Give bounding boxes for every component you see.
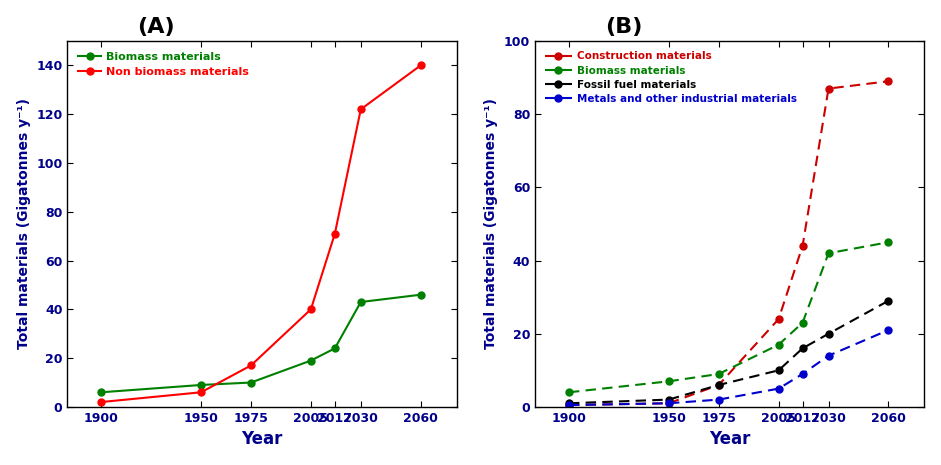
Line: Biomass materials: Biomass materials [566,239,892,396]
Line: Fossil fuel materials: Fossil fuel materials [566,297,892,407]
Biomass materials [797,320,808,325]
Metals and other industrial materials [663,400,675,406]
Metals and other industrial materials [773,386,784,392]
Metals and other industrial materials [883,327,894,333]
Biomass materials [355,299,366,305]
Y-axis label: Total materials (Gigatonnes y⁻¹): Total materials (Gigatonnes y⁻¹) [485,99,499,350]
Biomass materials [196,382,207,388]
Biomass materials [246,380,257,385]
Biomass materials [773,342,784,347]
Construction materials [663,400,675,406]
Non biomass materials [355,106,366,112]
Biomass materials [663,379,675,384]
Fossil fuel materials [564,400,575,406]
Y-axis label: Total materials (Gigatonnes y⁻¹): Total materials (Gigatonnes y⁻¹) [17,99,31,350]
Construction materials [564,402,575,408]
Biomass materials [883,239,894,245]
Metals and other industrial materials [822,353,834,359]
Biomass materials [96,390,107,395]
Non biomass materials [415,63,426,68]
Non biomass materials [246,363,257,368]
Construction materials [773,316,784,322]
X-axis label: Year: Year [709,430,750,448]
Fossil fuel materials [663,397,675,402]
Non biomass materials [329,231,341,237]
Text: (A): (A) [137,17,175,37]
Fossil fuel materials [822,331,834,337]
Fossil fuel materials [797,345,808,351]
X-axis label: Year: Year [241,430,282,448]
Construction materials [822,86,834,91]
Metals and other industrial materials [713,397,725,402]
Biomass materials [822,251,834,256]
Legend: Construction materials, Biomass materials, Fossil fuel materials, Metals and oth: Construction materials, Biomass material… [540,46,802,109]
Biomass materials [329,345,341,351]
Biomass materials [415,292,426,298]
Biomass materials [713,371,725,377]
Metals and other industrial materials [564,402,575,408]
Line: Biomass materials: Biomass materials [98,291,424,396]
Metals and other industrial materials [797,371,808,377]
Non biomass materials [305,306,316,312]
Biomass materials [564,390,575,395]
Line: Metals and other industrial materials: Metals and other industrial materials [566,326,892,409]
Line: Non biomass materials: Non biomass materials [98,62,424,405]
Text: (B): (B) [605,17,643,37]
Line: Construction materials: Construction materials [566,78,892,409]
Fossil fuel materials [773,367,784,373]
Legend: Biomass materials, Non biomass materials: Biomass materials, Non biomass materials [72,46,255,82]
Construction materials [797,243,808,249]
Fossil fuel materials [713,382,725,388]
Fossil fuel materials [883,298,894,304]
Biomass materials [305,358,316,363]
Construction materials [713,382,725,388]
Non biomass materials [96,399,107,405]
Construction materials [883,79,894,84]
Non biomass materials [196,390,207,395]
